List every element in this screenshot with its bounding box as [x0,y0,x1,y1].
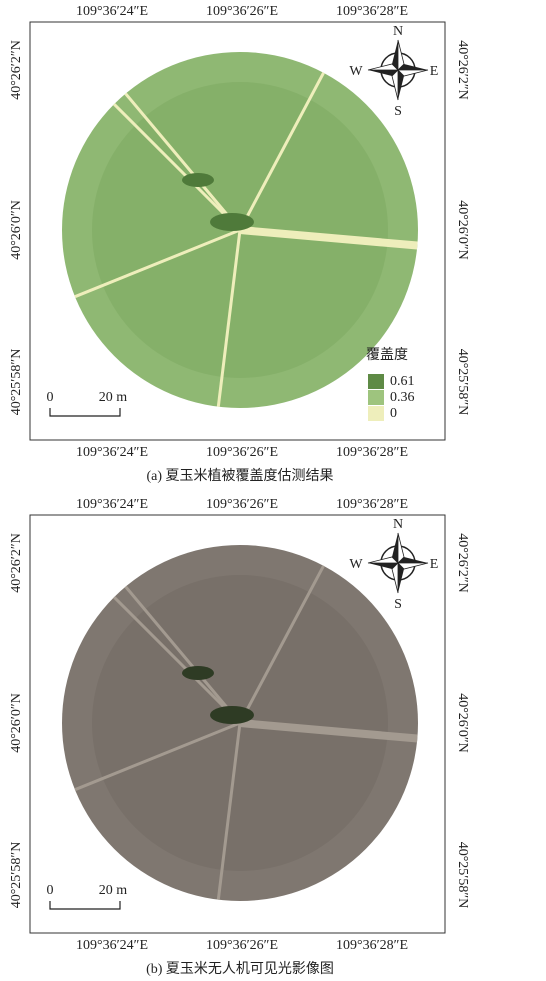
compass-west: W [349,557,363,572]
field-road [74,228,241,299]
legend-label: 0.36 [390,390,415,405]
right-coordinate-label: 40°26′2″N [455,533,470,593]
scale-bar [49,408,121,417]
field-road [124,585,242,724]
right-coordinate-label: 40°26′0″N [455,693,470,753]
compass-south: S [394,104,402,119]
legend-swatch [368,406,384,421]
tree-cluster [210,706,254,724]
right-coordinate-label: 40°26′0″N [455,200,470,260]
left-coordinate-label: 40°25′58″N [9,842,24,909]
bottom-coordinate-label: 109°36′26″E [206,445,278,460]
compass-star-inner [367,39,429,101]
compass-west: W [349,64,363,79]
field-road [124,92,242,231]
scale-start: 0 [47,390,54,405]
compass-star-inner [367,532,429,594]
top-coordinate-label: 109°36′24″E [76,497,148,512]
top-coordinate-label: 109°36′26″E [206,4,278,19]
legend-swatch [368,374,384,389]
top-coordinate-label: 109°36′28″E [336,4,408,19]
field-road [216,229,242,407]
field-road [113,103,242,232]
caption: (a) 夏玉米植被覆盖度估测结果 [146,468,333,484]
left-coordinate-label: 40°26′2″N [9,533,24,593]
top-coordinate-label: 109°36′28″E [336,497,408,512]
field-road [74,721,241,792]
compass-north: N [393,517,403,532]
top-coordinate-label: 109°36′24″E [76,4,148,19]
left-coordinate-label: 40°25′58″N [9,349,24,416]
legend-title: 覆盖度 [366,347,408,363]
scale-end: 20 m [99,883,128,898]
compass-south: S [394,597,402,612]
caption: (b) 夏玉米无人机可见光影像图 [146,961,334,977]
field-road [238,565,325,724]
compass-north: N [393,24,403,39]
tree-cluster [210,213,254,231]
top-coordinate-label: 109°36′26″E [206,497,278,512]
scale-start: 0 [47,883,54,898]
left-coordinate-label: 40°26′2″N [9,40,24,100]
legend-swatch [368,390,384,405]
bottom-coordinate-label: 109°36′24″E [76,938,148,953]
scale-bar [49,901,121,910]
field-road [113,596,242,725]
bottom-coordinate-label: 109°36′28″E [336,445,408,460]
bottom-coordinate-label: 109°36′24″E [76,445,148,460]
scale-end: 20 m [99,390,128,405]
field-road [239,226,418,250]
field-road [239,719,418,743]
legend-label: 0.61 [390,374,415,389]
left-coordinate-label: 40°26′0″N [9,200,24,260]
tree-cluster [182,666,214,680]
bottom-coordinate-label: 109°36′28″E [336,938,408,953]
field-road [238,72,325,231]
right-coordinate-label: 40°25′58″N [455,842,470,909]
right-coordinate-label: 40°25′58″N [455,349,470,416]
tree-cluster [182,173,214,187]
bottom-coordinate-label: 109°36′26″E [206,938,278,953]
compass-east: E [430,64,439,79]
compass-east: E [430,557,439,572]
field-road [216,722,242,900]
legend-label: 0 [390,406,397,421]
right-coordinate-label: 40°26′2″N [455,40,470,100]
left-coordinate-label: 40°26′0″N [9,693,24,753]
